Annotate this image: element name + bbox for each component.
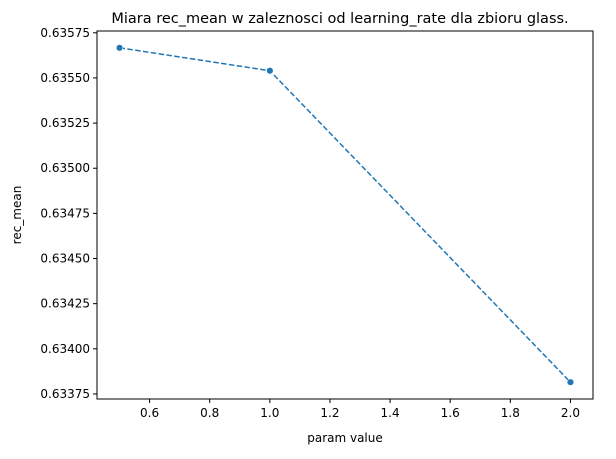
y-tick-label: 0.63575 <box>40 26 90 40</box>
y-tick-label: 0.63400 <box>40 342 90 356</box>
y-axis-ticks: 0.63375 0.63400 0.63425 0.63450 0.63475 0.635… <box>40 26 97 401</box>
x-axis-label: param value <box>307 431 383 445</box>
y-tick-label: 0.63450 <box>40 252 90 266</box>
x-tick-label: 1.0 <box>260 406 279 420</box>
data-point <box>566 378 575 386</box>
x-tick-label: 2.0 <box>561 406 580 420</box>
x-tick-label: 0.8 <box>200 406 219 420</box>
x-tick-label: 0.6 <box>140 406 159 420</box>
y-tick-label: 0.63425 <box>40 297 90 311</box>
y-tick-label: 0.63525 <box>40 116 90 130</box>
data-point <box>266 67 274 75</box>
x-axis-ticks: 0.6 0.8 1.0 1.2 1.4 1.6 1.8 2.0 <box>140 399 580 420</box>
y-tick-label: 0.63550 <box>40 71 90 85</box>
x-tick-label: 1.2 <box>320 406 339 420</box>
y-axis-label: rec_mean <box>10 186 24 245</box>
x-tick-label: 1.4 <box>381 406 400 420</box>
y-tick-label: 0.63375 <box>40 387 90 401</box>
y-tick-label: 0.63475 <box>40 206 90 220</box>
data-point <box>115 44 124 52</box>
x-tick-label: 1.8 <box>501 406 520 420</box>
series-layer <box>115 44 575 386</box>
chart-title: Miara rec_mean w zaleznosci od learning_… <box>111 11 568 27</box>
series-line <box>119 47 571 383</box>
plot-frame <box>96 30 594 400</box>
x-tick-label: 1.6 <box>441 406 460 420</box>
y-tick-label: 0.63500 <box>40 161 90 175</box>
